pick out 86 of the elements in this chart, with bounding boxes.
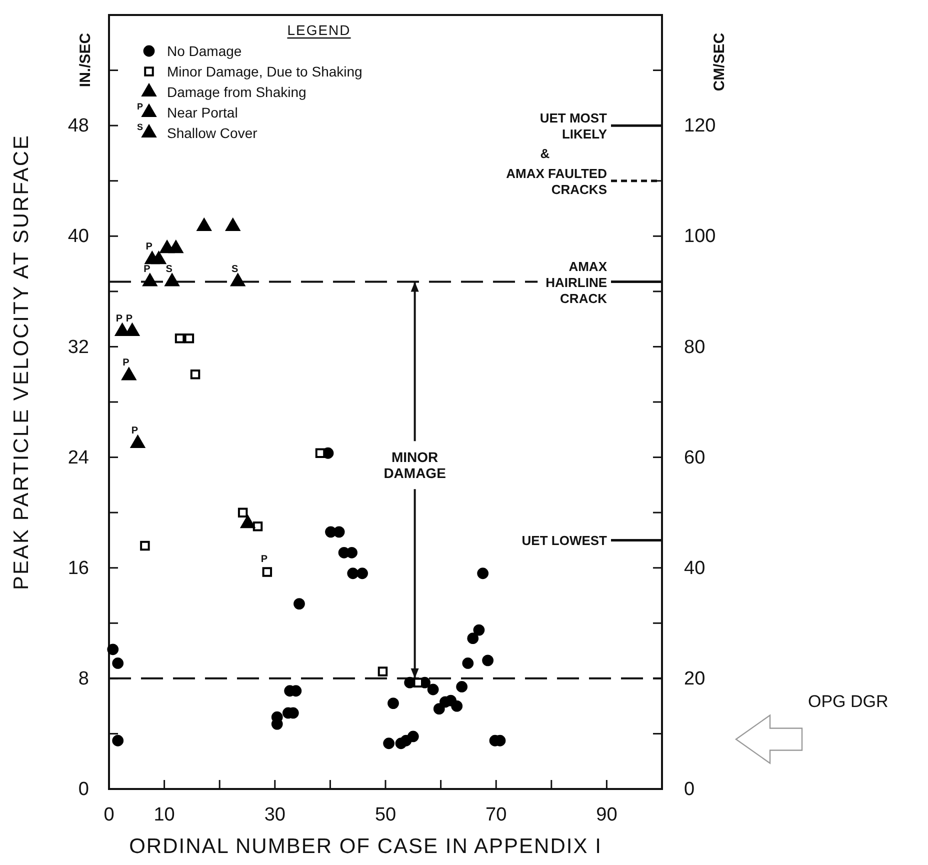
data-label: P (260, 554, 268, 566)
y-tick-label: 24 (68, 447, 90, 468)
legend-label: Damage from Shaking (167, 84, 306, 100)
point (346, 546, 358, 558)
data-label: S (166, 264, 173, 275)
data-label: P (122, 358, 130, 369)
point (107, 644, 119, 656)
y2-tick-label: 0 (684, 779, 695, 800)
point (462, 658, 474, 669)
text: OPG DGR (808, 692, 888, 712)
y-axis-title: PEAK PARTICLE VELOCITY AT SURFACE (10, 134, 33, 590)
text: S (136, 122, 143, 132)
point (225, 218, 240, 232)
point (407, 730, 419, 742)
x-tick-label: 50 (374, 804, 396, 826)
x-tick-label: 70 (486, 804, 507, 826)
point (262, 567, 272, 577)
point (356, 568, 368, 580)
point (238, 508, 248, 518)
point (142, 273, 158, 286)
y-tick-label: 8 (78, 668, 89, 690)
point (413, 678, 423, 688)
y2-tick-label: 120 (684, 116, 716, 137)
ref-line-label: AMAX HAIRLINE CRACK (546, 258, 608, 306)
x-tick-label: 0 (104, 804, 114, 826)
y2-tick-label: 80 (684, 336, 706, 358)
data-label: P (144, 264, 151, 275)
point (121, 367, 136, 380)
data-label: P (116, 314, 123, 325)
y-tick-label: 32 (68, 336, 89, 358)
ref-line-label: UET LOWEST (522, 533, 608, 548)
point (294, 598, 305, 610)
point (130, 434, 146, 448)
y2-axis-title: CM/SEC (711, 32, 728, 92)
point (315, 448, 326, 458)
point (347, 568, 359, 580)
y2-tick-label: 40 (684, 558, 706, 579)
y-tick-label: 16 (68, 558, 89, 579)
y-tick-label: 0 (78, 779, 89, 800)
y-tick-label: 40 (68, 226, 89, 248)
ref-line-label: AMAX FAULTED CRACKS (506, 166, 608, 197)
point (388, 698, 399, 709)
x-tick-label: 30 (264, 804, 286, 826)
point (252, 522, 263, 532)
point (456, 681, 468, 692)
y2-tick-label: 20 (684, 668, 706, 690)
point (240, 515, 256, 528)
point (190, 369, 200, 380)
point (112, 658, 124, 669)
text: IN./SEC (77, 32, 94, 88)
point (230, 273, 246, 286)
legend-label: Near Portal (167, 104, 238, 120)
x-tick-label: 10 (154, 804, 175, 826)
data-label: S (232, 264, 239, 275)
point (378, 666, 388, 676)
y-tick-label: 48 (68, 116, 89, 137)
point (144, 251, 160, 264)
point (433, 703, 445, 715)
point (383, 738, 395, 750)
text: P (136, 102, 143, 112)
point (473, 624, 485, 636)
point (477, 568, 489, 580)
point (196, 218, 212, 232)
point (451, 700, 463, 712)
data-label: P (146, 242, 153, 253)
point (112, 734, 124, 746)
y2-tick-label: 60 (684, 447, 706, 468)
x-axis-title: ORDINAL NUMBER OF CASE IN APPENDIX I (129, 835, 602, 858)
data-label: P (131, 425, 138, 436)
point (140, 540, 150, 551)
annotation: & (540, 146, 550, 162)
legend-label: Minor Damage, Due to Shaking (167, 64, 362, 80)
point (164, 273, 180, 286)
legend-label: Shallow Cover (167, 125, 258, 141)
point (427, 684, 439, 696)
point (467, 632, 479, 644)
annotation: MINOR DAMAGE (384, 449, 446, 482)
y2-tick-label: 100 (684, 226, 716, 248)
point (333, 526, 345, 538)
legend-label: No Damage (167, 43, 242, 59)
x-tick-label: 90 (596, 804, 618, 826)
point (482, 654, 494, 666)
data-label: P (126, 314, 133, 325)
point (168, 240, 184, 254)
legend-title: LEGEND (287, 22, 351, 38)
ref-line-label: UET MOST LIKELY (540, 110, 608, 142)
